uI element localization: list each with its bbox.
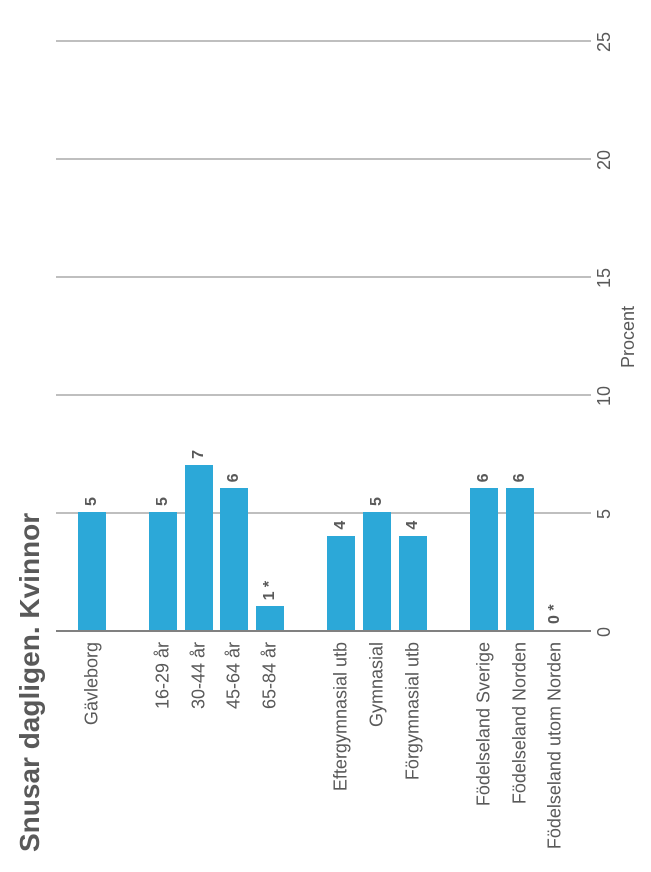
x-tick-label: 0	[594, 627, 615, 637]
bar: 4	[399, 536, 427, 630]
x-tick-label: 5	[594, 509, 615, 519]
bar: 6	[506, 488, 534, 630]
plot-region: 55761 *454660 *	[56, 42, 591, 632]
bar-category-label: 30-44 år	[188, 642, 209, 872]
bar: 6	[220, 488, 248, 630]
bar-category-label: 45-64 år	[224, 642, 245, 872]
chart-plot-area: 55761 *454660 * 0510152025 Procent Gävle…	[56, 12, 616, 872]
bar-value-label: 5	[368, 497, 386, 506]
bar-category-label: 65-84 år	[260, 642, 281, 872]
bar-category-label: Födelseland Sverige	[474, 642, 495, 872]
bar-value-label: 4	[404, 521, 422, 530]
bar-value-label: 7	[190, 450, 208, 459]
x-tick-label: 15	[594, 268, 615, 288]
bar-category-label: Eftergymnasial utb	[331, 642, 352, 872]
bar-category-label: Födelseland utom Norden	[545, 642, 566, 872]
bar: 5	[149, 512, 177, 630]
gridline	[56, 40, 591, 42]
chart-container: Snusar dagligen. Kvinnor 55761 *454660 *…	[0, 0, 651, 872]
bar-value-label: 0 *	[546, 604, 564, 624]
bar-value-label: 1 *	[261, 581, 279, 601]
x-axis-title: Procent	[618, 42, 639, 632]
bar: 1 *	[256, 606, 284, 630]
bar-value-label: 5	[83, 497, 101, 506]
bar: 6	[470, 488, 498, 630]
bar-category-label: Gymnasial	[367, 642, 388, 872]
bar: 4	[327, 536, 355, 630]
bar-value-label: 4	[332, 521, 350, 530]
chart-title: Snusar dagligen. Kvinnor	[0, 0, 56, 872]
bar-category-label: Födelseland Norden	[509, 642, 530, 872]
bar-category-label: Förgymnasial utb	[402, 642, 423, 872]
bar: 7	[185, 465, 213, 630]
gridline	[56, 158, 591, 160]
bar: 5	[363, 512, 391, 630]
bar-value-label: 6	[225, 474, 243, 483]
bar-category-label: Gävleborg	[81, 642, 102, 872]
bar-value-label: 6	[511, 474, 529, 483]
x-tick-label: 10	[594, 386, 615, 406]
gridline	[56, 394, 591, 396]
bar: 5	[78, 512, 106, 630]
gridline	[56, 276, 591, 278]
bar-value-label: 6	[475, 474, 493, 483]
y-axis-baseline	[56, 630, 591, 632]
bar-category-label: 16-29 år	[153, 642, 174, 872]
x-tick-label: 25	[594, 32, 615, 52]
x-tick-label: 20	[594, 150, 615, 170]
bar-value-label: 5	[154, 497, 172, 506]
